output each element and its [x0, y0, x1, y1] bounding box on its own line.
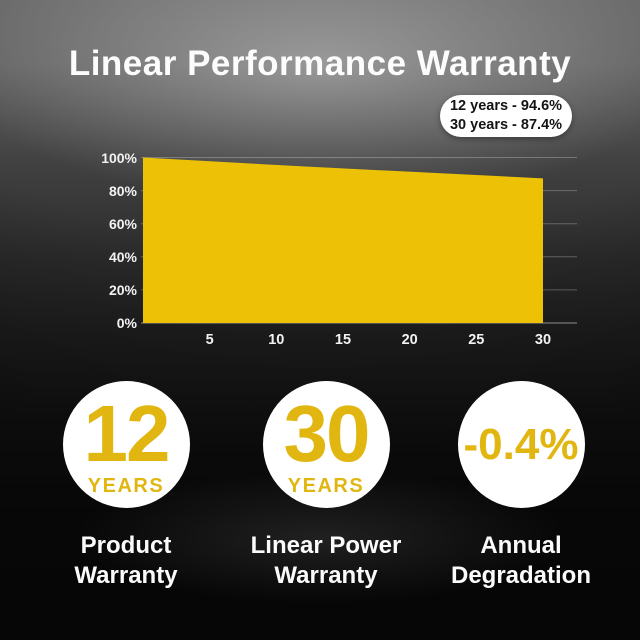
caption-line: Linear Power	[250, 532, 402, 559]
caption-line: Product	[80, 532, 172, 559]
y-tick-80: 80%	[108, 182, 137, 199]
page-title: Linear Performance Warranty	[68, 44, 572, 83]
y-tick-40: 40%	[108, 248, 137, 265]
x-tick-20: 20	[401, 332, 418, 348]
stat-value-12: 12	[83, 388, 171, 478]
x-tick-15: 15	[334, 332, 352, 348]
warranty-area-series	[143, 157, 543, 323]
stat-circle-annual-degradation: -0.4%	[457, 381, 585, 508]
badge-30-years-value: 30 years - 87.4%	[449, 117, 563, 133]
stat-unit-years: YEARS	[87, 474, 165, 497]
caption-line: Warranty	[74, 561, 178, 589]
y-tick-0: 0%	[116, 315, 137, 331]
y-tick-100: 100%	[101, 149, 137, 166]
caption-annual-degradation: Annual Degradation	[401, 531, 640, 590]
stat-circle-linear-power-warranty: 30 YEARS	[262, 381, 390, 508]
x-tick-25: 25	[468, 332, 485, 348]
warranty-values-badge: 12 years - 94.6% 30 years - 87.4%	[440, 95, 572, 137]
stat-value-30: 30	[283, 388, 371, 478]
caption-linear-power-warranty: Linear Power Warranty	[206, 531, 446, 590]
badge-12-years-value: 12 years - 94.6%	[449, 98, 563, 114]
x-tick-5: 5	[205, 332, 214, 348]
stat-circle-product-warranty: 12 YEARS	[62, 381, 190, 508]
caption-line: Degradation	[450, 561, 591, 589]
stat-unit-years: YEARS	[287, 474, 365, 497]
caption-line: Warranty	[274, 561, 378, 589]
stat-value-degradation: -0.4%	[463, 419, 579, 469]
x-tick-10: 10	[268, 332, 285, 348]
caption-product-warranty: Product Warranty	[6, 531, 246, 590]
y-tick-20: 20%	[108, 281, 137, 298]
x-tick-30: 30	[534, 332, 552, 348]
caption-line: Annual	[480, 532, 562, 559]
y-tick-60: 60%	[108, 215, 137, 232]
